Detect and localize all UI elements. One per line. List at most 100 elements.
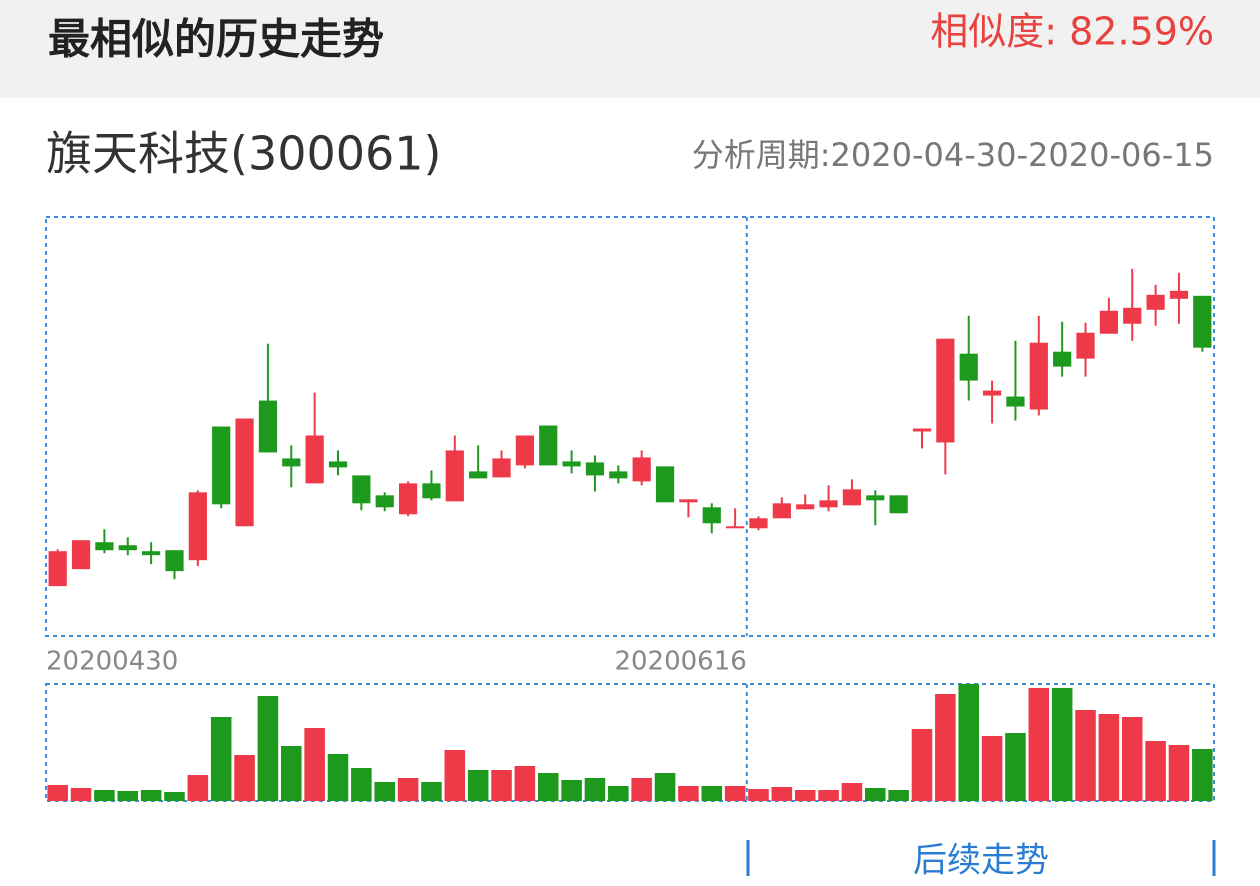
volume-bar — [1005, 733, 1026, 801]
volume-bar — [1192, 749, 1213, 801]
volume-bar — [374, 782, 395, 801]
candle-body — [375, 495, 394, 508]
volume-bar — [818, 790, 839, 801]
candle-body — [1193, 295, 1212, 348]
x-tick-label: 20200616 — [614, 647, 746, 677]
volume-bar — [1051, 688, 1073, 801]
volume-bar — [794, 790, 816, 801]
volume-bar — [234, 755, 255, 801]
candle-body — [632, 457, 651, 482]
candle-body — [819, 500, 838, 508]
candle-body — [726, 526, 745, 529]
volume-bar — [421, 782, 442, 801]
volume-bar — [958, 684, 979, 801]
candle-body — [1029, 342, 1048, 410]
x-tick-label: 20200430 — [46, 647, 178, 677]
volume-bar — [1098, 714, 1120, 801]
candle-body — [422, 483, 441, 499]
candle-body — [398, 483, 418, 515]
candle-body — [352, 475, 371, 504]
candle-body — [142, 551, 161, 556]
candle-body — [1146, 294, 1165, 310]
volume-bar — [1168, 745, 1190, 801]
volume-bar — [140, 790, 162, 801]
candle-body — [469, 471, 488, 479]
candle-body — [118, 545, 137, 551]
volume-bar — [281, 746, 302, 801]
volume-bar — [631, 778, 652, 801]
candle-body — [188, 492, 207, 561]
volume-bar — [94, 790, 115, 801]
volume-bar — [654, 773, 676, 801]
candle-body — [982, 390, 1002, 396]
volume-bar — [678, 786, 699, 801]
volume-bar — [701, 786, 723, 801]
volume-bar — [210, 717, 232, 801]
candle-body — [655, 466, 675, 503]
volume-bar — [444, 750, 466, 801]
price-frame — [45, 216, 1215, 637]
volume-bar — [771, 787, 793, 801]
volume-bar — [327, 754, 349, 801]
header-bar — [0, 0, 1260, 98]
candle-body — [679, 499, 698, 503]
header-title: 最相似的历史走势 — [48, 15, 384, 64]
similarity: 相似度: 82.59% — [930, 10, 1214, 54]
candle-body — [936, 338, 955, 443]
volume-bar — [47, 785, 68, 801]
volume-bar — [1145, 741, 1166, 801]
candle-body — [212, 426, 231, 505]
candle-body — [1053, 351, 1072, 367]
candle-body — [1076, 332, 1095, 359]
volume-bar — [608, 786, 629, 801]
candle-body — [71, 540, 91, 570]
volume-bar — [257, 696, 279, 801]
footer-label[interactable]: 后续走势 — [913, 841, 1049, 881]
volume-bar — [304, 728, 325, 801]
candle-body — [1169, 290, 1189, 299]
candle-body — [749, 518, 768, 529]
candle-body — [235, 418, 254, 527]
volume-bar — [70, 788, 92, 801]
volume-bar — [888, 790, 909, 801]
volume-bar — [164, 792, 185, 801]
volume-bar — [491, 770, 512, 801]
candle-body — [562, 461, 581, 467]
volume-bar — [724, 786, 746, 801]
volume-bar — [841, 783, 863, 801]
volume-bar — [514, 766, 536, 801]
volume-bar — [584, 778, 606, 801]
volume-bar — [117, 791, 139, 801]
volume-bar — [351, 768, 372, 801]
candle-body — [609, 471, 628, 479]
candle-body — [1099, 310, 1118, 334]
volume-frame — [45, 683, 1215, 802]
candle-body — [539, 425, 558, 466]
candle-body — [258, 400, 278, 453]
volume-bar — [865, 788, 886, 801]
candle-body — [842, 489, 862, 506]
volume-bar — [911, 729, 933, 801]
candle-body — [515, 435, 534, 466]
candle-body — [702, 507, 721, 524]
candle-body — [328, 461, 348, 468]
stock-name: 旗天科技(300061) — [46, 127, 442, 181]
volume-bar — [187, 775, 209, 801]
volume-bar — [1028, 688, 1050, 801]
candle-body — [772, 503, 791, 519]
volume-bar — [1121, 717, 1143, 801]
volume-bar — [981, 736, 1003, 801]
candle-body — [492, 458, 511, 478]
candle-body — [1123, 307, 1142, 324]
volume-bar — [1075, 710, 1096, 801]
volume-bar — [935, 694, 956, 801]
candle-body — [95, 542, 114, 551]
candle-body — [445, 450, 464, 502]
candle-body — [165, 550, 184, 572]
volume-bar — [397, 778, 419, 801]
period: 分析周期:2020-04-30-2020-06-15 — [692, 136, 1214, 174]
candle-body — [889, 495, 908, 514]
candle-body — [585, 462, 605, 476]
